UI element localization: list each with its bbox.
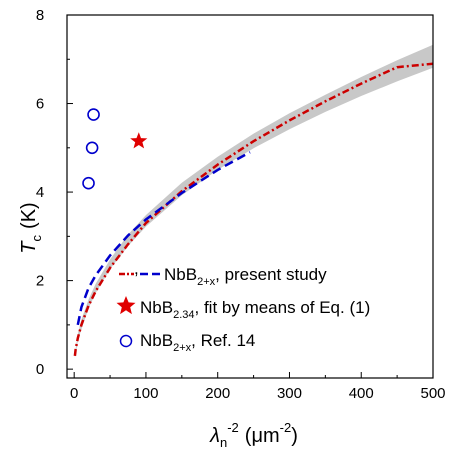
legend-prefix-comma: , bbox=[134, 259, 139, 278]
legend-star-marker bbox=[116, 296, 136, 315]
uncertainty-band bbox=[74, 44, 434, 359]
ref14-point-2 bbox=[87, 108, 100, 121]
x-axis-title-unit-sup: -2 bbox=[280, 420, 292, 435]
plot-frame bbox=[66, 14, 434, 379]
y-axis-title: Tc (K) bbox=[18, 202, 44, 253]
legend-entry-present-study: , NbB2+x, present study bbox=[119, 259, 327, 288]
legend-label-present-study-rest: , present study bbox=[215, 265, 327, 284]
y-tick-label-8: 8 bbox=[36, 7, 44, 24]
x-tick-label-400: 400 bbox=[349, 385, 374, 402]
x-axis-title-unit: (μm bbox=[245, 425, 280, 447]
series-layer bbox=[73, 62, 434, 357]
legend-label-star: NbB2.34, fit by means of Eq. (1) bbox=[140, 298, 370, 321]
x-axis-title: λn-2 (μm-2) bbox=[209, 420, 298, 449]
uncertainty-band-layer bbox=[74, 44, 434, 359]
x-tick-label-100: 100 bbox=[133, 385, 158, 402]
x-axis-title-sub: n bbox=[220, 435, 227, 449]
legend-label-star-rest: , fit by means of Eq. (1) bbox=[195, 298, 371, 317]
x-tick-label-200: 200 bbox=[205, 385, 230, 402]
tick-layer: 0 100 200 300 400 500 0 2 4 6 8 bbox=[36, 7, 446, 402]
y-tick-label-6: 6 bbox=[36, 96, 44, 113]
series-line-blue-dashed bbox=[76, 151, 251, 326]
y-tick-label-4: 4 bbox=[36, 184, 44, 201]
legend-label-present-study-base: NbB bbox=[164, 265, 197, 284]
x-tick-label-0: 0 bbox=[70, 385, 78, 402]
x-tick-label-500: 500 bbox=[420, 385, 445, 402]
legend: , NbB2+x, present study NbB2.34, fit by … bbox=[116, 259, 370, 354]
legend-label-present-study-sub: 2+x bbox=[197, 276, 216, 288]
x-axis-title-unit-end: ) bbox=[291, 425, 298, 447]
marker-layer bbox=[82, 108, 148, 190]
legend-label-star-base: NbB bbox=[140, 298, 173, 317]
y-axis-title-sub: c bbox=[29, 234, 44, 241]
x-tick-label-300: 300 bbox=[277, 385, 302, 402]
legend-label-star-sub: 2.34 bbox=[173, 309, 194, 321]
legend-label-ref14: NbB2+x, Ref. 14 bbox=[140, 331, 255, 354]
legend-label-ref14-base: NbB bbox=[140, 331, 173, 350]
axis-title-layer: Tc(K) λn-2 (μm-2) bbox=[18, 202, 298, 450]
star-point-nbb234 bbox=[130, 132, 148, 149]
y-tick-label-2: 2 bbox=[36, 273, 44, 290]
y-axis-title-unit: (K) bbox=[18, 202, 40, 229]
y-tick-label-0: 0 bbox=[36, 361, 44, 378]
legend-circle-marker bbox=[119, 334, 133, 348]
legend-label-present-study: NbB2+x, present study bbox=[164, 265, 327, 288]
legend-entry-star: NbB2.34, fit by means of Eq. (1) bbox=[116, 296, 370, 321]
ref14-point-0 bbox=[82, 176, 95, 190]
ref14-point-1 bbox=[85, 141, 99, 155]
x-axis-title-sup: -2 bbox=[227, 420, 239, 435]
y-axis-title-symbol: T bbox=[18, 240, 40, 254]
legend-label-ref14-rest: , Ref. 14 bbox=[191, 331, 255, 350]
legend-entry-ref14: NbB2+x, Ref. 14 bbox=[119, 331, 255, 354]
series-line-red-dashdot bbox=[73, 62, 434, 357]
x-axis-title-symbol: λ bbox=[209, 425, 220, 447]
legend-label-ref14-sub: 2+x bbox=[173, 342, 192, 354]
